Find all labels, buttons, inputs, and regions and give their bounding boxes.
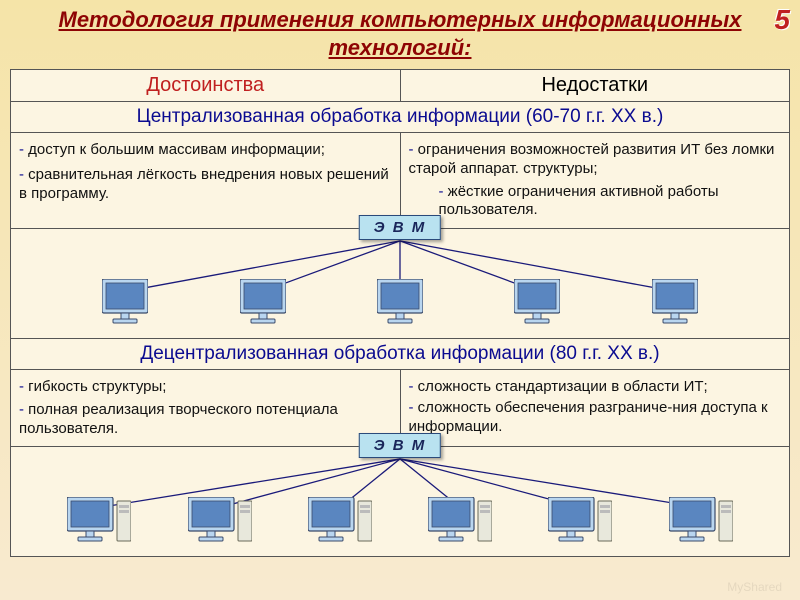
computer-icon — [514, 279, 560, 329]
comparison-table: Достоинства Недостатки Централизованная … — [10, 69, 790, 557]
computer-icon — [428, 497, 492, 547]
section2-con-0: сложность стандартизации в области ИТ; — [418, 378, 708, 395]
pros-header: Достоинства — [146, 74, 264, 96]
computer — [102, 279, 148, 334]
section1-con-1: жёсткие ограничения активной работы поль… — [439, 183, 719, 219]
section1-pro-1: сравнительная лёгкость внедрения новых р… — [19, 166, 389, 202]
computer — [652, 279, 698, 334]
computer-icon — [548, 497, 612, 547]
diagram1-cell: Э В М — [11, 229, 790, 339]
computer — [240, 279, 286, 334]
diagram2-cell: Э В М — [11, 447, 790, 557]
section2-pro-0: гибкость структуры; — [28, 378, 166, 395]
computer — [669, 497, 733, 552]
computer — [377, 279, 423, 334]
diagram2: Э В М — [11, 447, 789, 556]
section2-pro-1: полная реализация творческого потенциала… — [19, 401, 338, 437]
section1-title: Централизованная обработка информации (6… — [11, 102, 790, 133]
section1-con-0: ограничения возможностей развития ИТ без… — [409, 141, 775, 177]
section2-con-1: сложность обеспечения разграниче-ния дос… — [409, 399, 768, 435]
computer-icon — [308, 497, 372, 547]
section2-pros: - гибкость структуры; - полная реализаци… — [11, 370, 401, 447]
slide-number: 5 — [774, 4, 790, 36]
watermark: MyShared — [727, 580, 782, 594]
slide-title: Методология применения компьютерных инфо… — [0, 0, 800, 65]
section1-pro-0: доступ к большим массивам информации; — [28, 141, 325, 158]
computer — [308, 497, 372, 552]
section2-cons: - сложность стандартизации в области ИТ;… — [400, 370, 790, 447]
computer-icon — [240, 279, 286, 329]
computer-icon — [188, 497, 252, 547]
computer-icon — [669, 497, 733, 547]
computer — [67, 497, 131, 552]
section1-cons: - ограничения возможностей развития ИТ б… — [400, 133, 790, 229]
computer-icon — [102, 279, 148, 329]
computer-icon — [67, 497, 131, 547]
computer — [548, 497, 612, 552]
diagram1: Э В М — [11, 229, 789, 338]
computer — [428, 497, 492, 552]
computer — [514, 279, 560, 334]
evm-box-2: Э В М — [359, 433, 441, 458]
computer-icon — [652, 279, 698, 329]
section2-title: Децентрализованная обработка информации … — [11, 339, 790, 370]
computer — [188, 497, 252, 552]
computer-icon — [377, 279, 423, 329]
evm-box-1: Э В М — [359, 215, 441, 240]
section1-pros: - доступ к большим массивам информации; … — [11, 133, 401, 229]
cons-header: Недостатки — [541, 74, 648, 96]
